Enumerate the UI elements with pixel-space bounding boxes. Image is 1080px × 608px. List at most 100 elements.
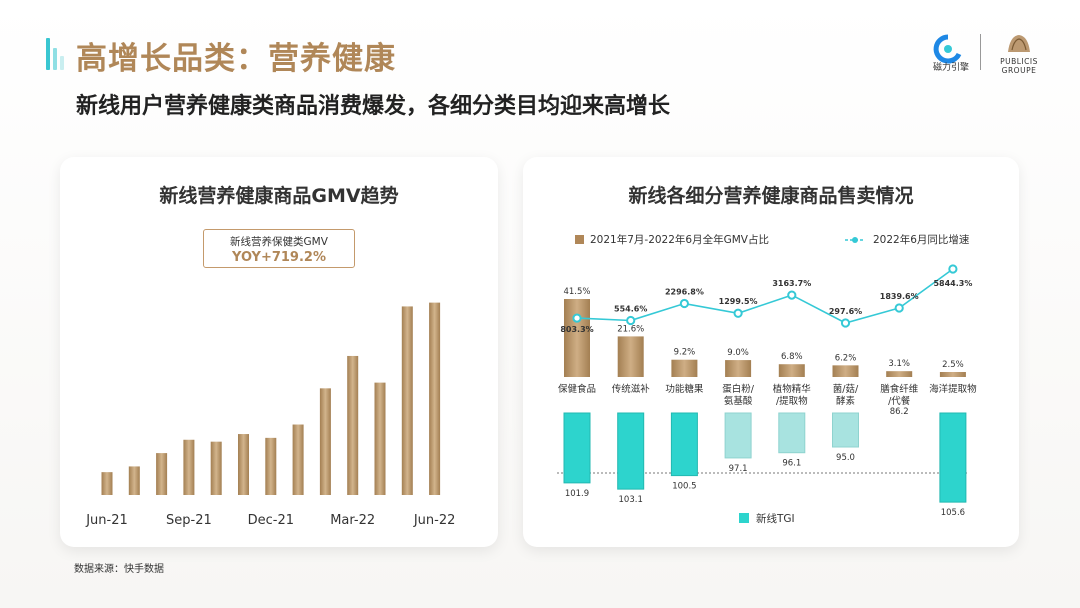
brand-logos: 磁力引擎 PUBLICIS GROUPE (928, 30, 1048, 75)
share-data-label: 21.6% (617, 324, 644, 334)
growth-data-label: 554.6% (614, 304, 647, 313)
tgi-data-label: 96.1 (782, 459, 801, 469)
tgi-bar (724, 412, 752, 459)
category-label: 菌/菇/ (833, 383, 859, 395)
share-data-label: 3.1% (888, 359, 910, 369)
brand-divider (980, 34, 981, 70)
data-source: 数据来源：快手数据 (74, 564, 164, 575)
gmv-x-tick-label: Jun-22 (413, 513, 456, 528)
share-bar (564, 299, 590, 377)
gmv-bar (429, 302, 441, 495)
growth-data-label: 3163.7% (772, 279, 811, 288)
gmv-trend-title: 新线营养健康商品GMV趋势 (159, 185, 399, 207)
gmv-bar (401, 306, 413, 495)
gmv-bar (238, 434, 249, 495)
share-data-label: 6.2% (835, 353, 857, 363)
tgi-bar (670, 412, 698, 477)
yoy-value: YOY+719.2% (232, 250, 326, 265)
tgi-bar (617, 412, 645, 490)
category-label: 植物精华 (773, 383, 812, 395)
publicis-logo-text: PUBLICIS GROUPE (1000, 57, 1038, 75)
share-bar (725, 360, 752, 377)
tgi-data-label: 103.1 (619, 495, 643, 505)
page-subtitle: 新线用户营养健康类商品消费爆发，各细分类目均迎来高增长 (76, 94, 671, 119)
share-bar (617, 336, 644, 377)
gmv-bar (128, 466, 140, 495)
yoy-label: 新线营养保健类GMV (230, 236, 328, 248)
growth-data-label: 803.3% (560, 325, 593, 334)
tgi-data-label: 86.2 (890, 407, 909, 417)
gmv-bar (319, 388, 331, 495)
category-label: 传统滋补 (612, 383, 651, 395)
category-label: 膳食纤维 (880, 383, 919, 395)
category-label: 氨基酸 (724, 395, 753, 407)
share-bar (832, 365, 859, 377)
growth-point (626, 315, 636, 326)
gmv-bar (156, 453, 168, 495)
category-label: 蛋白粉/ (722, 383, 755, 395)
category-sales-title: 新线各细分营养健康商品售卖情况 (628, 185, 914, 207)
gmv-x-tick-label: Jun-21 (85, 513, 128, 528)
legend-share-label: 2021年7月-2022年6月全年GMV占比 (590, 233, 769, 246)
tgi-bar (563, 412, 591, 484)
growth-point (894, 303, 904, 313)
share-data-label: 6.8% (781, 352, 803, 362)
gmv-x-tick-label: Sep-21 (166, 513, 212, 528)
magnet-engine-logo-text: 磁力引擎 (932, 63, 969, 73)
gmv-bar (183, 439, 195, 495)
legend-tgi-label: 新线TGI (756, 512, 795, 525)
share-data-label: 2.5% (942, 360, 964, 370)
tgi-bar (832, 412, 859, 448)
gmv-bar (374, 382, 386, 495)
gmv-bar (101, 472, 113, 495)
tgi-data-label: 105.6 (941, 508, 965, 518)
share-data-label: 9.0% (727, 348, 749, 358)
growth-data-label: 1839.6% (880, 292, 919, 301)
gmv-trend-chart: Jun-21 Sep-21 Dec-21 Mar-22 Jun-22 (85, 302, 456, 528)
title-accent-icon (46, 38, 66, 70)
growth-data-label: 5844.3% (933, 279, 972, 288)
gmv-trend-card: 新线营养健康商品GMV趋势 新线营养保健类GMV YOY+719.2% Jun-… (60, 157, 498, 547)
tgi-data-label: 100.5 (672, 482, 696, 492)
gmv-bar (265, 437, 277, 495)
growth-point (840, 318, 851, 328)
category-label: 保健食品 (558, 383, 596, 395)
category-label: 酵素 (836, 395, 856, 407)
growth-point (679, 298, 689, 309)
legend-growth-marker (852, 237, 858, 243)
legend-share-swatch (575, 235, 584, 244)
growth-data-label: 2296.8% (665, 288, 704, 297)
share-data-label: 41.5% (563, 287, 590, 297)
growth-data-label: 1299.5% (719, 297, 758, 306)
share-bar (939, 372, 966, 377)
legend-growth-label: 2022年6月同比增速 (873, 233, 970, 246)
share-bar (671, 359, 698, 377)
gmv-bar (210, 441, 222, 495)
share-data-label: 9.2% (674, 348, 696, 358)
growth-line (576, 268, 954, 324)
category-label: /代餐 (888, 395, 911, 407)
tgi-data-label: 95.0 (836, 453, 855, 463)
tgi-data-label: 101.9 (565, 489, 589, 499)
category-label: 功能糖果 (665, 383, 704, 395)
page-title: 高增长品类：营养健康 (76, 41, 396, 77)
gmv-x-tick-label: Mar-22 (330, 513, 375, 528)
share-bar (778, 364, 805, 377)
share-bar (886, 371, 913, 377)
growth-point (733, 308, 743, 318)
category-label: 海洋提取物 (929, 383, 977, 395)
gmv-bar (292, 424, 304, 495)
gmv-bar (347, 355, 359, 495)
category-sales-card: 新线各细分营养健康商品售卖情况 2021年7月-2022年6月全年GMV占比 2… (523, 157, 1019, 547)
tgi-data-label: 97.1 (729, 464, 748, 474)
magnet-engine-logo-icon (933, 34, 962, 64)
growth-point (948, 264, 958, 274)
legend-tgi-swatch (739, 513, 749, 523)
gmv-x-tick-label: Dec-21 (248, 513, 294, 528)
yoy-callout: 新线营养保健类GMV YOY+719.2% (203, 229, 355, 268)
category-label: /提取物 (776, 395, 808, 407)
tgi-bar (939, 412, 967, 503)
tgi-bar (778, 412, 806, 454)
growth-point (572, 313, 582, 323)
publicis-lion-logo-icon (1008, 35, 1030, 52)
